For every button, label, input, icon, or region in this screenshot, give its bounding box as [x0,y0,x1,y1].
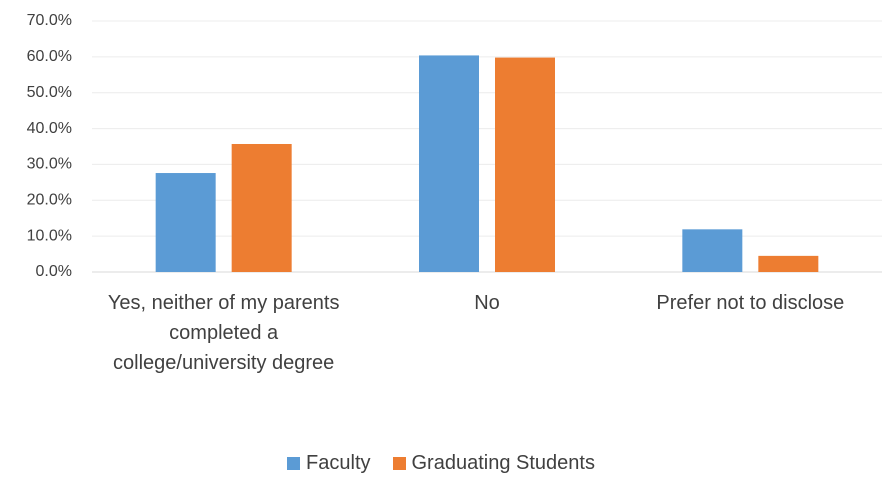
x-tick-label: Prefer not to disclose [656,292,845,314]
bar [758,255,819,272]
legend-item: Faculty [287,452,371,475]
legend-swatch [392,457,406,470]
x-tick-label: Yes, neither of my parents completed a c… [107,292,340,374]
y-tick-label: 50.0% [27,84,72,101]
bar [419,55,479,273]
y-tick-label: 30.0% [27,156,72,173]
legend-item: Graduating Students [392,452,595,475]
x-tick-label: No [474,292,500,314]
bar [155,173,216,272]
y-tick-label: 20.0% [27,192,72,209]
bar [231,143,292,272]
bar [495,57,555,273]
legend-swatch [287,457,301,470]
y-tick-label: 70.0% [27,12,72,29]
y-tick-label: 10.0% [27,227,72,244]
legend-label: Faculty [306,452,371,474]
bar [682,229,743,272]
y-tick-label: 60.0% [27,48,72,65]
y-tick-label: 0.0% [36,263,72,280]
y-tick-label: 40.0% [27,120,72,137]
legend: Faculty Graduating Students [0,452,882,475]
legend-label: Graduating Students [411,452,595,474]
